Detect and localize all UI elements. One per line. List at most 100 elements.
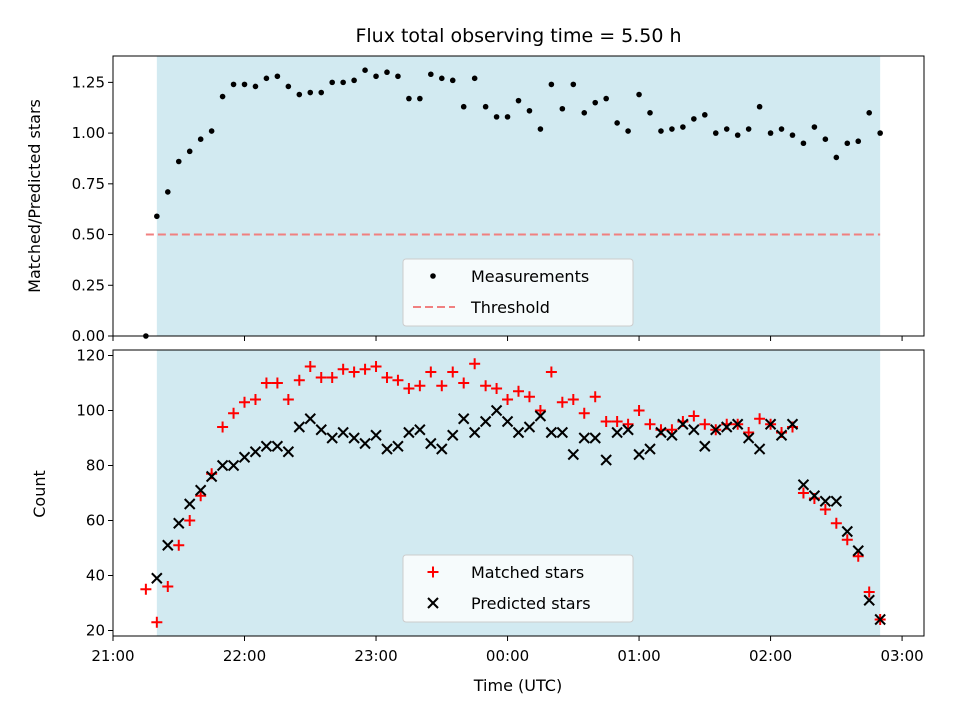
matched-star-point [830, 517, 842, 529]
matched-star-point [797, 487, 809, 499]
measurement-point [241, 81, 248, 88]
predicted-star-point [721, 421, 733, 433]
matched-star-point [622, 418, 634, 430]
matched-star-point [666, 424, 678, 436]
legend-predicted-marker [427, 597, 439, 609]
matched-star-point [556, 396, 568, 408]
matched-star-point [611, 416, 623, 427]
predicted-star-point [786, 418, 799, 430]
measurement-point [833, 154, 840, 161]
predicted-star-point [271, 440, 284, 452]
matched-star-point [633, 405, 645, 416]
measurement-point [548, 81, 555, 88]
measurement-point [625, 128, 631, 134]
measurement-point [428, 71, 434, 78]
predicted-star-point [184, 498, 196, 510]
top-y-tick-label-1: 0.25 [72, 276, 105, 294]
measurement-point [471, 75, 478, 82]
matched-star-point [841, 534, 853, 546]
matched-star-point [195, 490, 207, 502]
predicted-star-point [819, 495, 832, 507]
measurement-point [767, 130, 774, 136]
top-y-axis: 0.00 0.25 0.50 0.75 1.00 1.25 [72, 73, 113, 345]
predicted-star-point [666, 429, 678, 441]
predicted-star-point [764, 418, 777, 430]
matched-star-point [852, 550, 864, 562]
bot-y-tick-label-2: 60 [86, 512, 105, 530]
predicted-star-point [841, 525, 853, 538]
measurement-point [756, 103, 763, 110]
matched-star-point [589, 391, 601, 403]
measurement-point [263, 75, 270, 82]
predicted-star-point [359, 437, 371, 450]
measurement-point [197, 136, 204, 142]
matched-star-point [293, 374, 305, 386]
measurement-point [329, 79, 335, 86]
predicted-star-point [512, 426, 525, 439]
measurement-point [285, 83, 292, 90]
x-axis-label: Time (UTC) [473, 676, 562, 695]
top-y-tick-label-3: 0.75 [72, 175, 105, 193]
legend-predicted-label: Predicted stars [471, 594, 591, 613]
matched-star-point [502, 394, 514, 405]
measurement-point [186, 148, 193, 155]
bottom-series-layer [140, 358, 886, 628]
predicted-star-point [600, 454, 612, 466]
matched-star-point [480, 380, 492, 392]
measurement-point [603, 95, 609, 102]
matched-star-point [523, 391, 535, 403]
matched-star-point [644, 418, 656, 430]
legend-threshold-label: Threshold [470, 298, 550, 317]
measurement-point [647, 110, 653, 116]
matched-star-point [370, 361, 382, 372]
measurement-point [789, 132, 796, 138]
matched-star-point [151, 616, 163, 628]
measurement-point [559, 105, 566, 112]
predicted-star-point [337, 426, 349, 439]
predicted-star-point [753, 443, 766, 455]
measurement-point [340, 79, 346, 86]
x-tick-label-1: 22:00 [223, 647, 266, 665]
chart-title: Flux total observing time = 5.50 h [355, 25, 681, 47]
matched-star-point [315, 372, 327, 383]
matched-star-point [414, 380, 426, 392]
predicted-star-point [556, 426, 569, 439]
predicted-star-point [468, 426, 481, 439]
x-tick-label-5: 02:00 [749, 647, 792, 665]
bottom-legend: Matched stars Predicted stars [402, 554, 634, 623]
predicted-star-point [227, 459, 240, 472]
matched-star-point [534, 405, 546, 416]
measurement-point [581, 110, 588, 116]
predicted-star-point [775, 429, 788, 441]
predicted-star-point [699, 440, 711, 452]
legend-matched-label: Matched stars [471, 563, 584, 582]
measurement-point [702, 112, 708, 118]
bot-y-tick-label-3: 80 [86, 457, 105, 475]
measurement-point [438, 75, 445, 82]
measurement-point [778, 126, 785, 132]
predicted-star-point [293, 421, 306, 433]
bottom-panel: 20 40 60 80 100 120 21:00 22:00 23:00 00:00 01:00… [30, 347, 925, 695]
predicted-star-point [863, 594, 875, 606]
predicted-star-point [260, 440, 273, 452]
x-tick-label-4: 01:00 [617, 647, 660, 665]
top-panel: 0.00 0.25 0.50 0.75 1.00 1.25 Matched/Predict… [25, 55, 925, 345]
matched-star-point [217, 421, 229, 433]
predicted-star-point [216, 459, 229, 472]
measurement-point [691, 116, 697, 122]
matched-star-point [743, 427, 755, 438]
predicted-star-point [731, 418, 744, 430]
predicted-star-point [479, 415, 492, 428]
top-x-ticks [112, 336, 903, 341]
top-y-tick-label-0: 0.00 [72, 327, 105, 345]
bot-y-tick-label-5: 120 [76, 347, 105, 365]
matched-star-point [469, 358, 481, 370]
predicted-star-point [315, 424, 327, 436]
measurement-point [592, 99, 599, 106]
top-legend: Measurements Threshold [402, 258, 634, 327]
predicted-star-point [173, 517, 185, 529]
matched-star-point [348, 366, 360, 378]
matched-star-point [381, 372, 393, 383]
measurement-point [504, 114, 511, 120]
